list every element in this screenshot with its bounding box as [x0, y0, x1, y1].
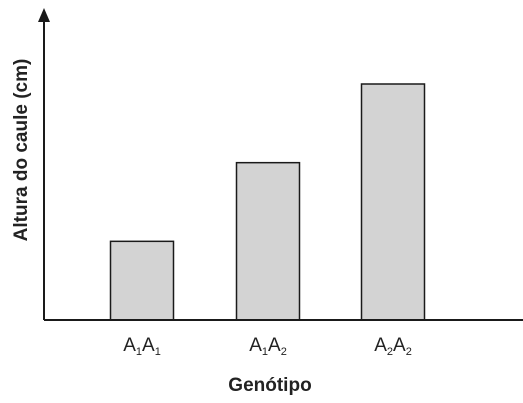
- bar-1: [109, 240, 175, 321]
- x-tick-labels: A1A1 A1A2 A2A2: [123, 335, 412, 358]
- x-tick-label-3: A2A2: [374, 335, 412, 358]
- y-axis-arrow-icon: [38, 8, 50, 22]
- x-axis-title: Genótipo: [228, 375, 311, 396]
- bar-3: [360, 83, 426, 321]
- y-axis-title: Altura do caule (cm): [11, 59, 32, 242]
- x-tick-label-2: A1A2: [249, 335, 287, 358]
- x-tick-label-1: A1A1: [123, 335, 161, 358]
- bars-layer: [109, 83, 426, 321]
- bar-2: [235, 161, 301, 321]
